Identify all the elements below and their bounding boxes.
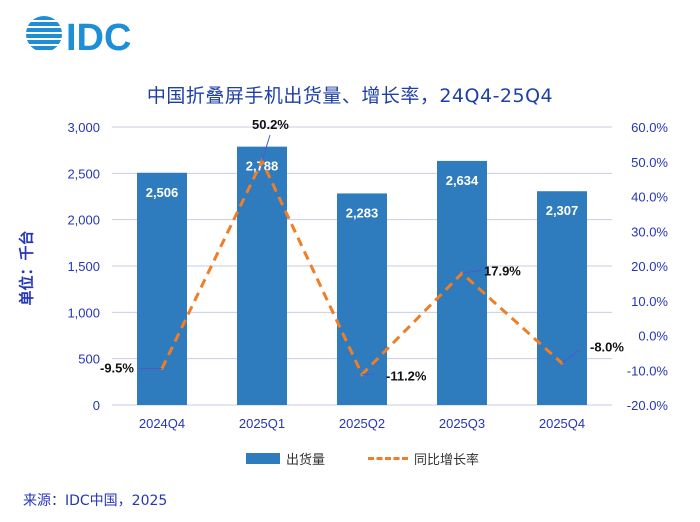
legend-line-swatch bbox=[368, 457, 408, 460]
y-tick-right: 50.0% bbox=[631, 155, 668, 170]
legend-bar-swatch bbox=[246, 453, 280, 464]
bar bbox=[337, 193, 387, 405]
line-value-label: 50.2% bbox=[252, 117, 289, 132]
bar-value-label: 2,788 bbox=[246, 159, 279, 174]
chart-title: 中国折叠屏手机出货量、增长率，24Q4-25Q4 bbox=[146, 85, 554, 107]
y-tick-right: 40.0% bbox=[631, 190, 668, 205]
y-tick-left: 1,500 bbox=[67, 259, 100, 274]
y-tick-right: 20.0% bbox=[631, 259, 668, 274]
bar-value-label: 2,506 bbox=[146, 185, 179, 200]
line-value-label: 17.9% bbox=[484, 263, 521, 278]
label-leader-line bbox=[461, 269, 483, 274]
legend-label: 同比增长率 bbox=[414, 453, 480, 468]
y-tick-left: 3,000 bbox=[67, 120, 100, 135]
bar bbox=[437, 160, 487, 405]
legend-label: 出货量 bbox=[286, 453, 326, 468]
idc-logo: IDC bbox=[26, 16, 131, 59]
legend-item-shipments: 出货量 bbox=[246, 449, 325, 468]
label-leader-line bbox=[261, 134, 271, 162]
bar bbox=[137, 172, 187, 405]
source-note: 来源：IDC中国，2025 bbox=[23, 493, 168, 509]
x-tick-label: 2025Q2 bbox=[339, 416, 385, 431]
y-tick-right: -10.0% bbox=[627, 363, 669, 378]
y-tick-right: -20.0% bbox=[627, 398, 669, 413]
bar-value-label: 2,283 bbox=[346, 205, 379, 220]
y-tick-right: 0.0% bbox=[638, 329, 668, 344]
line-value-label: -11.2% bbox=[386, 368, 427, 383]
legend-item-growth-rate: 同比增长率 bbox=[368, 449, 479, 468]
y-tick-right: 60.0% bbox=[631, 120, 668, 135]
logo-text: IDC bbox=[66, 17, 131, 59]
y-tick-left: 2,000 bbox=[67, 213, 100, 228]
bar bbox=[537, 191, 587, 405]
y-tick-left: 500 bbox=[78, 352, 100, 367]
bar-value-label: 2,307 bbox=[546, 203, 579, 218]
x-tick-label: 2024Q4 bbox=[139, 416, 185, 431]
y-tick-left: 2,500 bbox=[67, 166, 100, 181]
y-tick-left: 0 bbox=[93, 398, 100, 413]
idc-globe-icon bbox=[26, 16, 62, 50]
line-value-label: -9.5% bbox=[100, 361, 134, 376]
label-leader-line bbox=[561, 348, 581, 364]
bar bbox=[237, 146, 287, 406]
y-tick-left: 1,000 bbox=[67, 305, 100, 320]
x-tick-label: 2025Q4 bbox=[539, 416, 585, 431]
line-value-label: -8.0% bbox=[590, 339, 624, 354]
y-tick-right: 10.0% bbox=[631, 294, 668, 309]
y-tick-right: 30.0% bbox=[631, 224, 668, 239]
x-tick-label: 2025Q3 bbox=[439, 416, 485, 431]
bar-value-label: 2,634 bbox=[446, 173, 479, 188]
x-tick-label: 2025Q1 bbox=[239, 416, 285, 431]
